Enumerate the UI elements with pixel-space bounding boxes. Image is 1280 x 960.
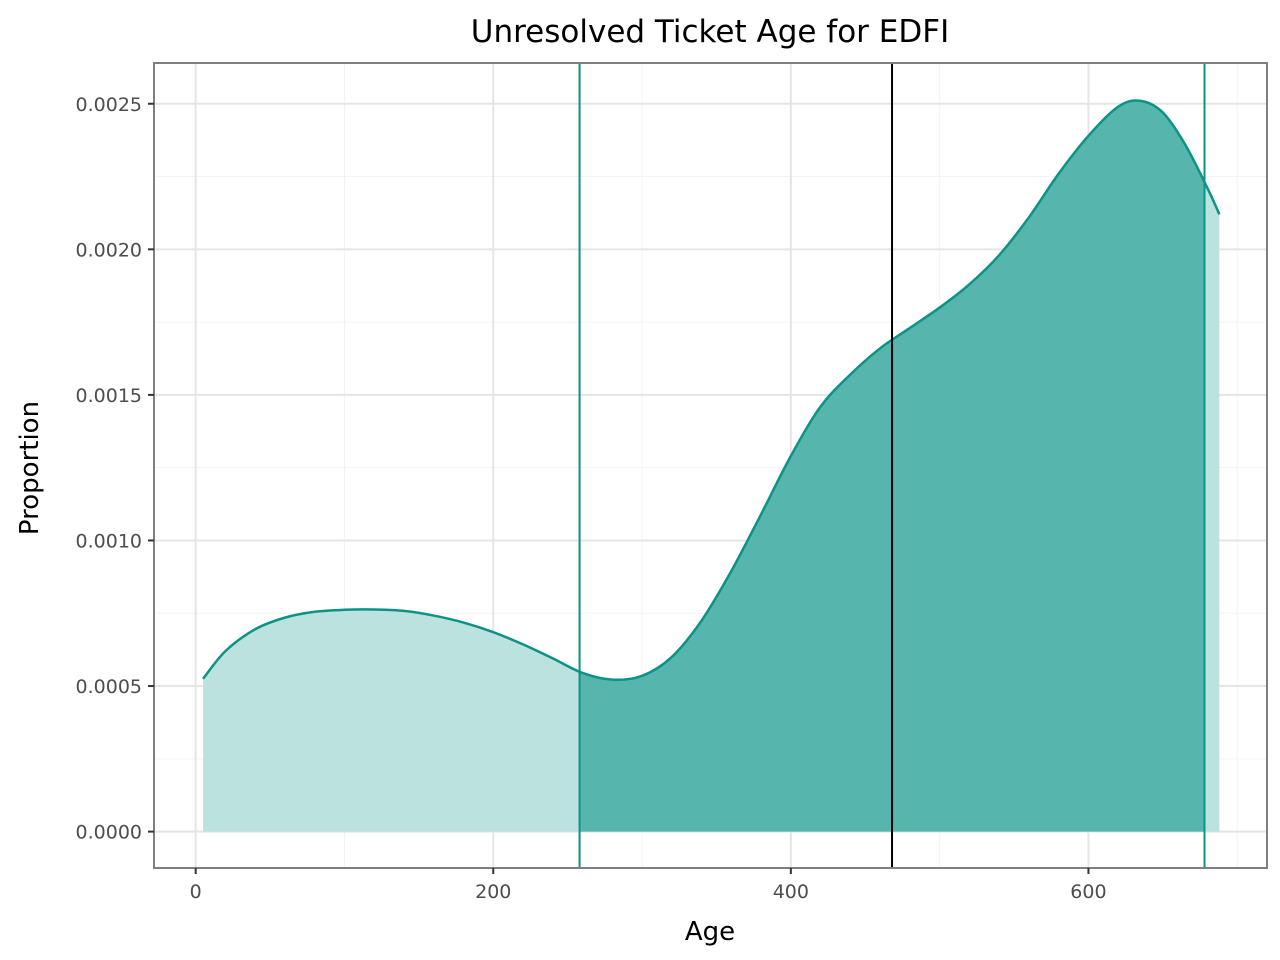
y-tick-label: 0.0020: [76, 239, 142, 261]
x-tick-label: 0: [190, 881, 202, 903]
y-tick-label: 0.0015: [76, 385, 142, 407]
y-axis-title: Proportion: [15, 401, 45, 535]
panel-border: [153, 62, 1268, 869]
x-axis-title: Age: [685, 917, 735, 947]
x-tick-label: 200: [475, 881, 511, 903]
density-line: [202, 99, 1221, 682]
chart-title: Unresolved Ticket Age for EDFI: [471, 14, 949, 50]
y-tick-label: 0.0010: [76, 530, 142, 552]
y-tick-label: 0.0025: [76, 94, 142, 116]
x-tick-label: 600: [1070, 881, 1106, 903]
y-tick-label: 0.0000: [76, 822, 142, 844]
x-tick-label: 400: [773, 881, 809, 903]
y-tick-label: 0.0005: [76, 676, 142, 698]
plot-panel: [153, 62, 1268, 869]
